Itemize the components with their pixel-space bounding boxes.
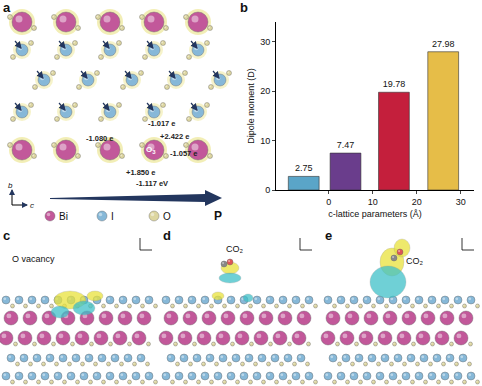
- svg-text:30: 30: [260, 37, 270, 47]
- svg-text:P: P: [214, 209, 222, 223]
- svg-text:+2.422 e: +2.422 e: [160, 132, 189, 141]
- svg-text:2.75: 2.75: [295, 163, 313, 173]
- svg-text:b: b: [240, 0, 248, 15]
- svg-text:0: 0: [265, 185, 270, 195]
- svg-text:I: I: [111, 211, 114, 222]
- svg-text:c: c: [3, 228, 10, 243]
- svg-text:CO₂: CO₂: [226, 244, 244, 254]
- svg-text:O4: O4: [112, 175, 122, 185]
- svg-text:-1.080 e: -1.080 e: [86, 134, 114, 143]
- svg-text:e: e: [325, 228, 332, 243]
- svg-text:10: 10: [368, 197, 378, 207]
- svg-text:CO₂: CO₂: [406, 256, 424, 266]
- svg-text:-1.017 e: -1.017 e: [148, 119, 176, 128]
- svg-text:c-lattice parameters (Å): c-lattice parameters (Å): [328, 209, 422, 219]
- svg-text:Dipole moment (D): Dipole moment (D): [246, 68, 256, 144]
- svg-text:O2: O2: [118, 132, 128, 142]
- svg-text:d: d: [163, 228, 171, 243]
- svg-text:0: 0: [326, 197, 331, 207]
- svg-text:a: a: [3, 0, 11, 15]
- svg-text:-1.057 e: -1.057 e: [170, 149, 198, 158]
- svg-text:O3: O3: [146, 145, 156, 155]
- svg-text:7.47: 7.47: [337, 140, 355, 150]
- svg-text:-1.117 eV: -1.117 eV: [136, 179, 168, 188]
- svg-text:O: O: [163, 211, 171, 222]
- svg-text:30: 30: [456, 197, 466, 207]
- svg-text:10: 10: [260, 136, 270, 146]
- svg-text:Bi: Bi: [59, 211, 68, 222]
- svg-text:O1: O1: [124, 118, 134, 128]
- svg-text:Bi: Bi: [131, 158, 139, 167]
- svg-text:20: 20: [412, 197, 422, 207]
- svg-text:c: c: [30, 201, 34, 210]
- svg-text:27.98: 27.98: [432, 39, 455, 49]
- svg-text:20: 20: [260, 86, 270, 96]
- svg-text:b: b: [8, 181, 13, 190]
- svg-text:O vacancy: O vacancy: [12, 254, 55, 264]
- svg-text:19.78: 19.78: [383, 79, 406, 89]
- svg-text:+1.850 e: +1.850 e: [126, 168, 155, 177]
